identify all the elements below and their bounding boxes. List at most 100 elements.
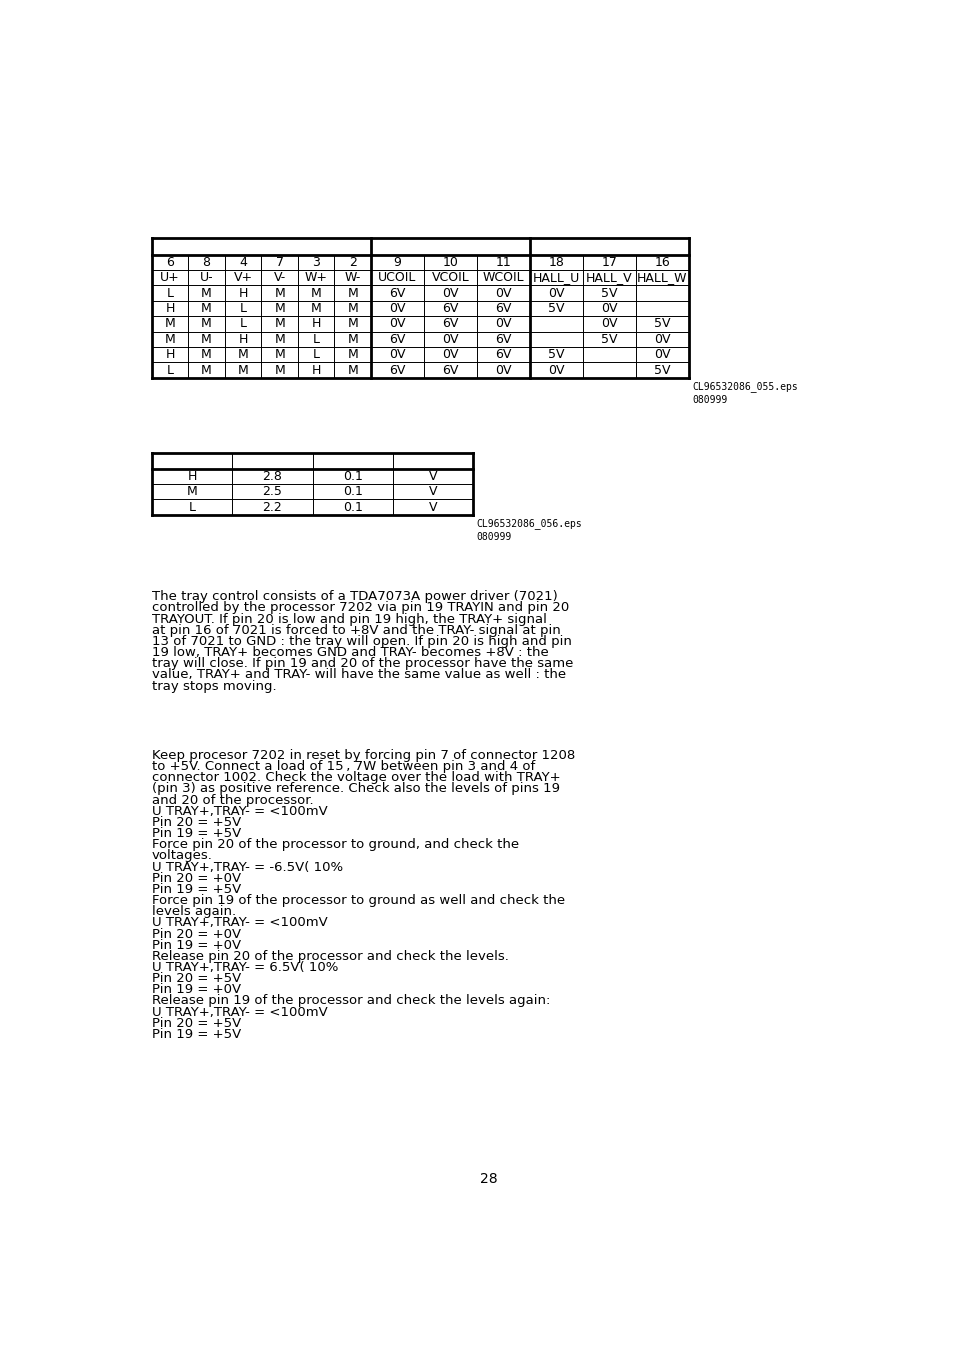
Text: Release pin 20 of the processor and check the levels.: Release pin 20 of the processor and chec… xyxy=(152,950,508,963)
Text: H: H xyxy=(165,349,174,361)
Text: M: M xyxy=(274,317,285,331)
Text: 0V: 0V xyxy=(389,349,405,361)
Text: HALL_U: HALL_U xyxy=(532,272,579,284)
Text: 0V: 0V xyxy=(389,301,405,315)
Text: 5V: 5V xyxy=(548,349,564,361)
Text: 2.2: 2.2 xyxy=(262,501,282,513)
Text: 2: 2 xyxy=(349,255,356,269)
Text: U TRAY+,TRAY- = 6.5V( 10%: U TRAY+,TRAY- = 6.5V( 10% xyxy=(152,961,337,974)
Text: H: H xyxy=(187,470,196,482)
Text: M: M xyxy=(274,349,285,361)
Text: 0V: 0V xyxy=(495,317,511,331)
Text: 7: 7 xyxy=(275,255,283,269)
Text: tray will close. If pin 19 and 20 of the processor have the same: tray will close. If pin 19 and 20 of the… xyxy=(152,657,573,670)
Text: 0.1: 0.1 xyxy=(342,485,362,499)
Text: WCOIL: WCOIL xyxy=(482,272,524,284)
Text: M: M xyxy=(201,363,212,377)
Text: Pin 19 = +5V: Pin 19 = +5V xyxy=(152,1028,241,1042)
Text: 0.1: 0.1 xyxy=(342,501,362,513)
Text: M: M xyxy=(201,301,212,315)
Text: Pin 19 = +0V: Pin 19 = +0V xyxy=(152,984,241,996)
Text: H: H xyxy=(238,286,248,300)
Text: L: L xyxy=(189,501,195,513)
Text: 9: 9 xyxy=(394,255,401,269)
Text: M: M xyxy=(311,286,321,300)
Text: The tray control consists of a TDA7073A power driver (7021): The tray control consists of a TDA7073A … xyxy=(152,590,557,604)
Text: 13 of 7021 to GND : the tray will open. If pin 20 is high and pin: 13 of 7021 to GND : the tray will open. … xyxy=(152,635,571,648)
Text: HALL_W: HALL_W xyxy=(637,272,687,284)
Text: 19 low, TRAY+ becomes GND and TRAY- becomes +8V : the: 19 low, TRAY+ becomes GND and TRAY- beco… xyxy=(152,646,548,659)
Text: V-: V- xyxy=(274,272,286,284)
Text: 5V: 5V xyxy=(600,332,617,346)
Text: 6V: 6V xyxy=(389,332,405,346)
Text: 5V: 5V xyxy=(600,286,617,300)
Text: L: L xyxy=(167,363,173,377)
Text: L: L xyxy=(313,349,319,361)
Text: V: V xyxy=(429,485,437,499)
Text: 0V: 0V xyxy=(442,332,458,346)
Text: levels again.: levels again. xyxy=(152,905,235,919)
Text: VCOIL: VCOIL xyxy=(431,272,469,284)
Text: M: M xyxy=(165,332,175,346)
Text: 0V: 0V xyxy=(495,286,511,300)
Text: 6V: 6V xyxy=(495,301,511,315)
Text: 0V: 0V xyxy=(495,363,511,377)
Text: M: M xyxy=(274,286,285,300)
Text: M: M xyxy=(201,286,212,300)
Text: H: H xyxy=(165,301,174,315)
Text: 0V: 0V xyxy=(654,332,670,346)
Text: 10: 10 xyxy=(442,255,458,269)
Text: U TRAY+,TRAY- = <100mV: U TRAY+,TRAY- = <100mV xyxy=(152,805,327,817)
Text: L: L xyxy=(239,301,247,315)
Text: U+: U+ xyxy=(160,272,180,284)
Text: TRAYOUT. If pin 20 is low and pin 19 high, the TRAY+ signal: TRAYOUT. If pin 20 is low and pin 19 hig… xyxy=(152,612,546,626)
Text: 6: 6 xyxy=(166,255,173,269)
Text: 6V: 6V xyxy=(442,363,458,377)
Text: connector 1002. Check the voltage over the load with TRAY+: connector 1002. Check the voltage over t… xyxy=(152,771,559,784)
Text: CL96532086_056.eps
080999: CL96532086_056.eps 080999 xyxy=(476,517,581,542)
Text: Pin 19 = +0V: Pin 19 = +0V xyxy=(152,939,241,951)
Text: 6V: 6V xyxy=(495,332,511,346)
Text: M: M xyxy=(274,301,285,315)
Text: M: M xyxy=(274,363,285,377)
Text: L: L xyxy=(167,286,173,300)
Text: (pin 3) as positive reference. Check also the levels of pins 19: (pin 3) as positive reference. Check als… xyxy=(152,782,559,796)
Text: M: M xyxy=(237,349,248,361)
Text: 28: 28 xyxy=(479,1171,497,1186)
Text: 11: 11 xyxy=(495,255,511,269)
Text: 2.8: 2.8 xyxy=(262,470,282,482)
Text: 0V: 0V xyxy=(548,286,564,300)
Text: Pin 20 = +0V: Pin 20 = +0V xyxy=(152,871,241,885)
Text: 0.1: 0.1 xyxy=(342,470,362,482)
Text: Pin 20 = +5V: Pin 20 = +5V xyxy=(152,1017,241,1029)
Text: M: M xyxy=(237,363,248,377)
Text: Pin 19 = +5V: Pin 19 = +5V xyxy=(152,882,241,896)
Text: Keep procesor 7202 in reset by forcing pin 7 of connector 1208: Keep procesor 7202 in reset by forcing p… xyxy=(152,748,575,762)
Text: voltages.: voltages. xyxy=(152,850,213,862)
Text: 2.5: 2.5 xyxy=(262,485,282,499)
Text: M: M xyxy=(347,363,357,377)
Text: 0V: 0V xyxy=(442,349,458,361)
Text: U TRAY+,TRAY- = <100mV: U TRAY+,TRAY- = <100mV xyxy=(152,1005,327,1019)
Text: U TRAY+,TRAY- = <100mV: U TRAY+,TRAY- = <100mV xyxy=(152,916,327,929)
Text: at pin 16 of 7021 is forced to +8V and the TRAY- signal at pin: at pin 16 of 7021 is forced to +8V and t… xyxy=(152,624,560,636)
Text: 18: 18 xyxy=(548,255,564,269)
Text: 4: 4 xyxy=(239,255,247,269)
Text: to +5V. Connect a load of 15 , 7W between pin 3 and 4 of: to +5V. Connect a load of 15 , 7W betwee… xyxy=(152,761,535,773)
Text: Force pin 20 of the processor to ground, and check the: Force pin 20 of the processor to ground,… xyxy=(152,838,518,851)
Text: 17: 17 xyxy=(600,255,617,269)
Text: 0V: 0V xyxy=(654,349,670,361)
Text: Release pin 19 of the processor and check the levels again:: Release pin 19 of the processor and chec… xyxy=(152,994,550,1008)
Text: M: M xyxy=(347,301,357,315)
Text: W-: W- xyxy=(344,272,360,284)
Text: 0V: 0V xyxy=(548,363,564,377)
Text: M: M xyxy=(347,349,357,361)
Text: Force pin 19 of the processor to ground as well and check the: Force pin 19 of the processor to ground … xyxy=(152,894,564,907)
Text: controlled by the processor 7202 via pin 19 TRAYIN and pin 20: controlled by the processor 7202 via pin… xyxy=(152,601,568,615)
Text: 6V: 6V xyxy=(442,317,458,331)
Text: M: M xyxy=(187,485,197,499)
Text: Pin 20 = +5V: Pin 20 = +5V xyxy=(152,973,241,985)
Text: 5V: 5V xyxy=(654,363,670,377)
Text: M: M xyxy=(347,332,357,346)
Text: M: M xyxy=(274,332,285,346)
